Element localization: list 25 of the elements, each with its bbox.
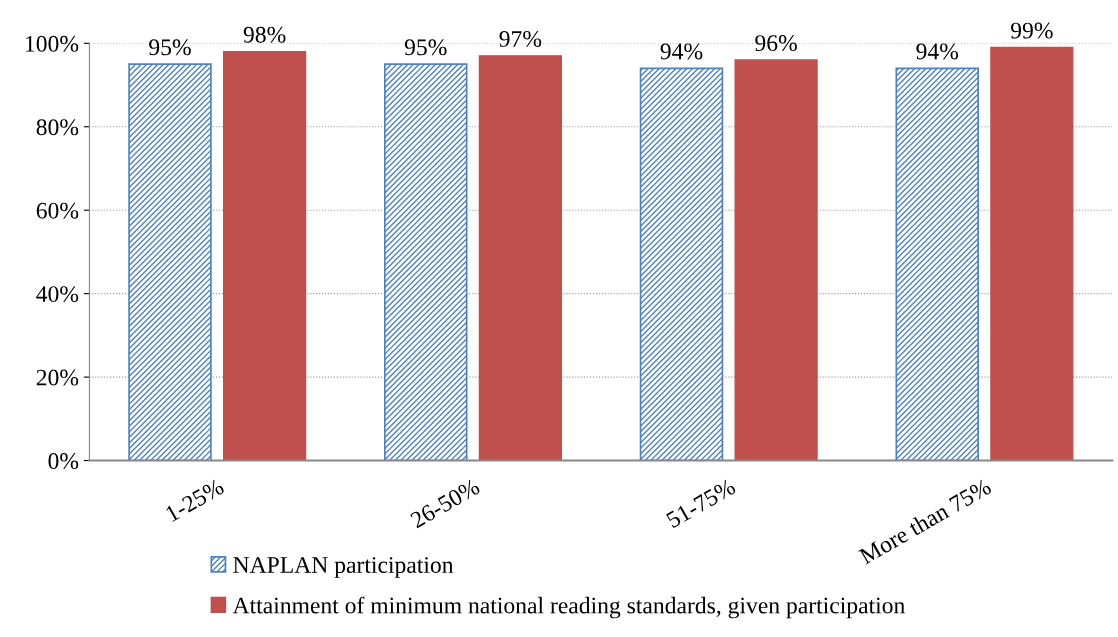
bar — [639, 67, 724, 461]
data-label: 94% — [660, 43, 703, 60]
bar — [383, 63, 468, 461]
y-tick-label: 60% — [36, 202, 79, 219]
y-tick-label: 100% — [26, 35, 79, 52]
legend-label: NAPLAN participation — [233, 557, 454, 578]
data-label: 98% — [243, 26, 286, 43]
data-label: 95% — [149, 39, 191, 56]
x-tick-label: More than 75% — [857, 477, 993, 565]
bar — [990, 46, 1074, 461]
data-label: 96% — [755, 35, 797, 52]
data-label: 94% — [916, 43, 959, 60]
y-tick-label: 80% — [36, 119, 79, 136]
bar — [128, 63, 212, 461]
bar — [223, 50, 307, 461]
legend-label: Attainment of minimum national reading standards, given participation — [232, 596, 905, 619]
bar — [895, 67, 979, 461]
data-label: 97% — [499, 30, 542, 47]
y-tick-label: 20% — [36, 369, 79, 386]
data-label: 99% — [1010, 22, 1053, 39]
bar — [478, 55, 562, 461]
data-label: 95% — [404, 39, 447, 56]
y-tick-label: 0% — [48, 453, 79, 470]
y-tick-label: 40% — [36, 286, 79, 303]
bar — [734, 59, 818, 461]
